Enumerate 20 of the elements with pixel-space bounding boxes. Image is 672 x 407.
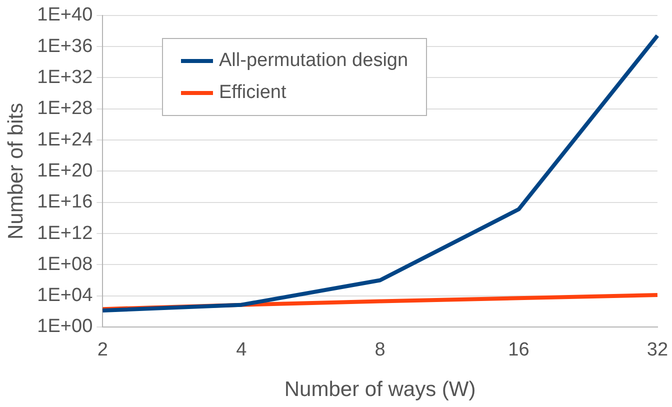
x-tick-label: 8 <box>374 340 386 361</box>
legend-label: All-permutation design <box>219 50 408 72</box>
y-tick-label: 1E+08 <box>37 254 93 275</box>
y-axis-title: Number of bits <box>4 102 28 240</box>
y-tick-label: 1E+16 <box>37 192 93 213</box>
x-tick-label: 2 <box>97 340 108 361</box>
y-tick-label: 1E+04 <box>37 285 94 306</box>
y-tick-label: 1E+00 <box>37 316 93 338</box>
y-tick-label: 1E+12 <box>37 222 93 244</box>
y-tick-label: 1E+36 <box>37 36 93 57</box>
y-tick-label: 1E+28 <box>37 98 93 120</box>
y-tick-label: 1E+20 <box>37 160 93 182</box>
x-tick-label: 16 <box>508 340 530 361</box>
y-tick-label: 1E+24 <box>37 129 94 150</box>
y-tick-label: 1E+40 <box>37 4 93 26</box>
legend-label: Efficient <box>219 82 286 104</box>
y-tick-label: 1E+32 <box>37 66 93 88</box>
x-axis-title: Number of ways (W) <box>284 378 476 402</box>
x-tick-label: 32 <box>646 340 668 361</box>
x-tick-label: 4 <box>236 340 248 361</box>
